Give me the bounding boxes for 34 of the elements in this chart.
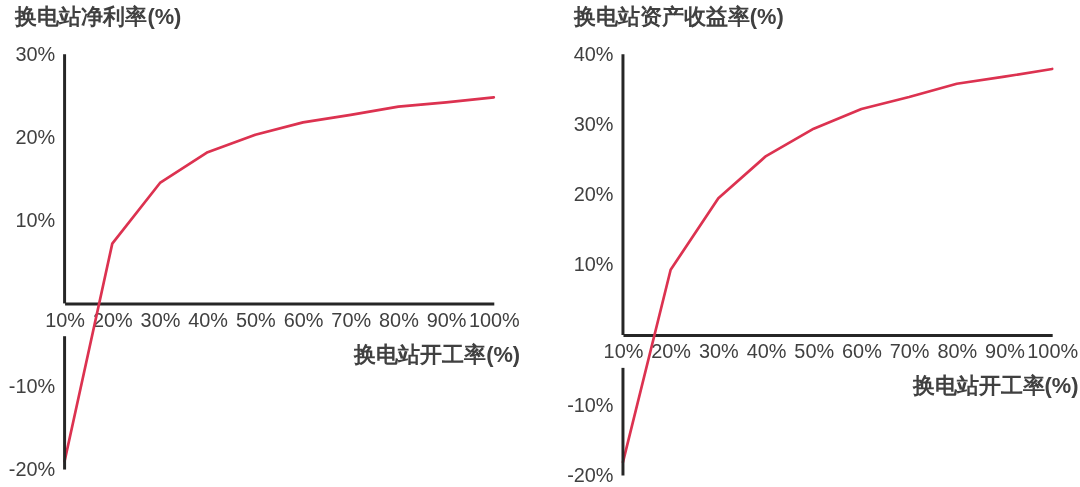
- x-tick-label: 30%: [140, 308, 181, 331]
- x-tick-label: 40%: [746, 340, 787, 363]
- x-axis-title: 换电站开工率(%): [353, 341, 521, 367]
- y-tick-label: 10%: [573, 253, 614, 276]
- x-tick-label: 70%: [889, 340, 930, 363]
- x-tick-label: 30%: [698, 340, 739, 363]
- y-tick-label: 40%: [573, 42, 614, 65]
- x-axis-title: 换电站开工率(%): [911, 373, 1079, 399]
- y-tick-label: 20%: [15, 125, 56, 148]
- y-tick-label: -10%: [8, 374, 56, 397]
- y-tick-label: -20%: [567, 463, 614, 486]
- x-tick-label: 60%: [842, 340, 882, 363]
- x-tick-label: 70%: [331, 308, 372, 331]
- x-tick-label: 90%: [426, 308, 467, 331]
- y-axis-title: 换电站资产收益率(%): [572, 3, 784, 29]
- y-tick-label: 30%: [573, 112, 614, 135]
- x-tick-label: 50%: [235, 308, 276, 331]
- y-tick-label: -10%: [567, 393, 614, 416]
- y-axis-title: 换电站净利率(%): [14, 3, 182, 29]
- x-tick-label: 100%: [468, 308, 520, 331]
- y-tick-label: 30%: [15, 42, 56, 65]
- x-tick-label: 10%: [45, 308, 85, 331]
- x-tick-label: 50%: [794, 340, 835, 363]
- x-tick-label: 100%: [1027, 340, 1079, 363]
- y-tick-label: -20%: [8, 458, 56, 480]
- x-tick-label: 80%: [379, 308, 419, 331]
- x-tick-label: 10%: [603, 340, 644, 363]
- x-tick-label: 40%: [188, 308, 229, 331]
- x-tick-label: 20%: [651, 340, 692, 363]
- x-tick-label: 90%: [985, 340, 1025, 363]
- y-tick-label: 20%: [573, 183, 614, 206]
- x-tick-label: 80%: [937, 340, 978, 363]
- x-tick-label: 60%: [283, 308, 324, 331]
- y-tick-label: 10%: [15, 208, 56, 231]
